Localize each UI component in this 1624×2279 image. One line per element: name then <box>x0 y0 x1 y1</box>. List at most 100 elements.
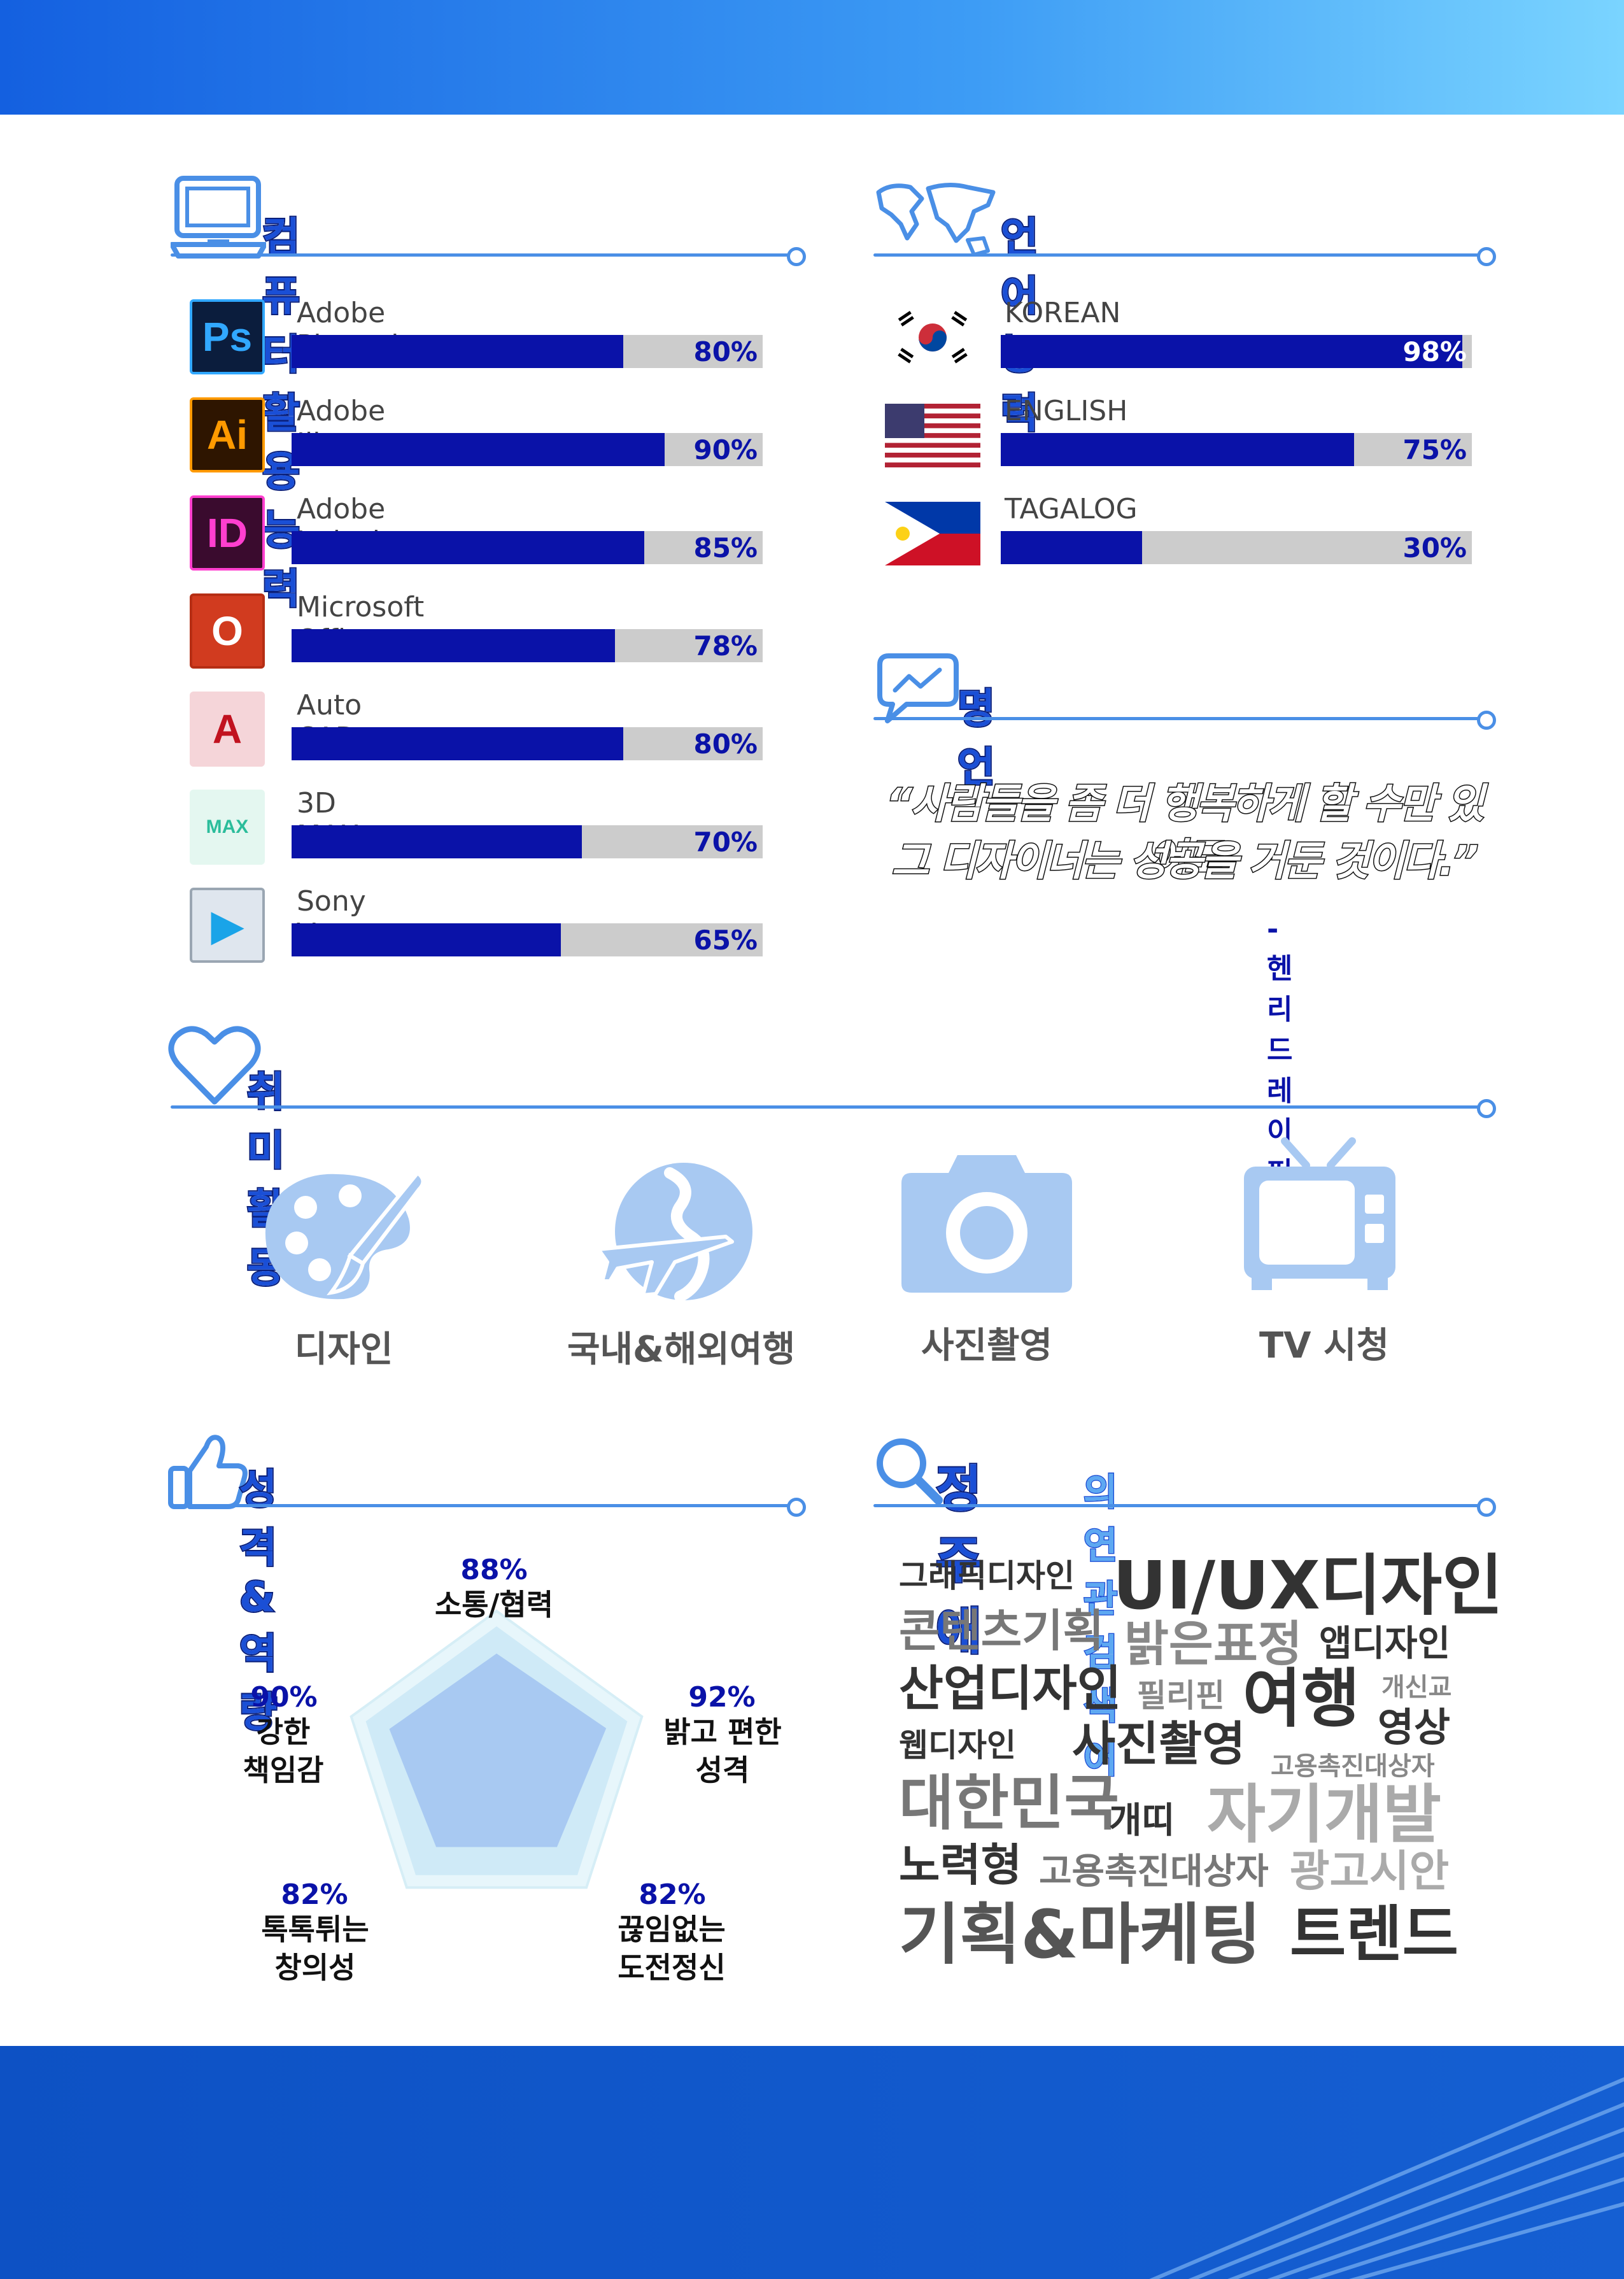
heart-icon <box>168 1026 261 1105</box>
section-divider <box>171 1105 1487 1109</box>
radar-pct-personality: 92% <box>688 1681 756 1714</box>
search-word: 고용촉진대상자 <box>1039 1851 1269 1892</box>
search-word: 트렌드 <box>1290 1899 1458 1970</box>
section-divider <box>171 1504 794 1507</box>
search-word: 여행 <box>1243 1661 1360 1736</box>
skill-bar: 78% <box>292 629 763 662</box>
search-word: 광고시안 <box>1290 1847 1450 1897</box>
radar-pct-challenge: 82% <box>639 1878 706 1911</box>
hobby-label-design: 디자인 <box>294 1329 393 1370</box>
radar-pct-responsibility: 90% <box>250 1681 318 1714</box>
hobby-label-tv: TV 시청 <box>1259 1325 1390 1367</box>
search-word: 웹디자인 <box>899 1727 1016 1764</box>
language-bar-fill <box>1001 531 1142 564</box>
language-name: KOREAN <box>1005 297 1121 329</box>
world-map-icon <box>876 183 996 257</box>
skill-bar: 65% <box>292 923 763 956</box>
section-divider <box>171 253 794 257</box>
philippines-flag-icon <box>885 502 980 568</box>
language-bar: 30% <box>1001 531 1472 564</box>
speech-bubble-chart-icon <box>877 653 959 723</box>
search-word: 고용촉진대상자 <box>1271 1752 1435 1781</box>
search-word: 앱디자인 <box>1319 1623 1451 1665</box>
language-name: TAGALOG <box>1005 493 1138 525</box>
quote-line-1: “사람들을 좀 더 행복하게 할 수만 있어도 <box>885 780 1485 884</box>
radar-value-polygon <box>389 1653 607 1847</box>
hobby-label-travel: 국내&해외여행 <box>567 1329 795 1370</box>
radar-pct-communication: 88% <box>460 1554 528 1586</box>
language-pct: 30% <box>1402 532 1467 564</box>
divider-end-dot <box>1477 711 1496 730</box>
quote-title: 명언 <box>956 685 996 793</box>
search-word: UI/UX디자인 <box>1113 1547 1503 1624</box>
palette-icon <box>265 1170 425 1300</box>
skill-pct: 85% <box>693 532 758 564</box>
laptop-icon <box>171 176 266 259</box>
divider-end-dot <box>1477 247 1496 266</box>
divider-end-dot <box>1477 1099 1496 1118</box>
skill-bar: 85% <box>292 531 763 564</box>
skill-pct: 70% <box>693 827 758 858</box>
personality-radar-chart <box>350 1609 644 1889</box>
bottom-banner <box>0 2046 1624 2279</box>
search-word: 자기개발 <box>1207 1777 1441 1852</box>
divider-end-dot <box>1477 1498 1496 1517</box>
skill-pct: 80% <box>693 336 758 367</box>
radar-label-creativity: 톡톡튀는 창의성 <box>261 1912 369 1985</box>
thumbs-up-icon <box>168 1435 248 1509</box>
skill-bar-fill <box>292 433 665 466</box>
search-word: 그래픽디자인 <box>899 1558 1075 1594</box>
skill-bar: 90% <box>292 433 763 466</box>
quote-line-2: 그 디자이너는 성공을 거둔 것이다.” <box>891 837 1479 886</box>
skill-bar-fill <box>292 727 623 760</box>
divider-end-dot <box>787 247 806 266</box>
usa-flag-icon <box>885 404 980 470</box>
skill-pct: 78% <box>693 630 758 662</box>
skill-bar-fill <box>292 335 623 368</box>
skill-bar-fill <box>292 923 561 956</box>
search-word: 개띠 <box>1109 1800 1175 1842</box>
office-icon: O <box>190 593 265 669</box>
language-bar-fill <box>1001 433 1354 466</box>
language-name: ENGLISH <box>1005 395 1128 427</box>
search-words-title-name: 정주애 <box>935 1459 983 1662</box>
section-divider <box>873 253 1487 257</box>
search-word: 밝은표정 <box>1124 1615 1303 1672</box>
language-bar: 98% <box>1001 335 1472 368</box>
skill-bar-fill <box>292 825 582 858</box>
radar-pct-creativity: 82% <box>281 1878 348 1911</box>
hobby-label-photography: 사진촬영 <box>921 1325 1053 1367</box>
magnifier-icon <box>877 1438 943 1505</box>
illustrator-icon: Ai <box>190 397 265 472</box>
section-divider <box>873 717 1487 720</box>
decorative-stripes <box>1149 2077 1624 2279</box>
skill-pct: 90% <box>693 434 758 465</box>
search-word: 필리핀 <box>1137 1677 1225 1714</box>
divider-end-dot <box>787 1498 806 1517</box>
language-pct: 75% <box>1402 434 1467 465</box>
sony-vegas-icon: ▶ <box>190 888 265 963</box>
skill-bar-fill <box>292 531 644 564</box>
search-word: 영상 <box>1378 1704 1451 1750</box>
globe-plane-icon <box>598 1163 752 1302</box>
skill-bar: 80% <box>292 335 763 368</box>
search-word: 개신교 <box>1381 1673 1452 1702</box>
search-word: 콘텐츠기획 <box>899 1605 1104 1657</box>
search-word: 사진촬영 <box>1072 1717 1246 1771</box>
3dsmax-icon: MAX <box>190 790 265 865</box>
skill-bar: 80% <box>292 727 763 760</box>
indesign-icon: ID <box>190 495 265 571</box>
search-word: 기획&마케팅 <box>899 1896 1262 1973</box>
search-word: 노력형 <box>899 1839 1022 1891</box>
search-word: 대한민국 <box>899 1769 1119 1838</box>
camera-icon <box>901 1155 1072 1293</box>
radar-label-communication: 소통/협력 <box>434 1587 554 1622</box>
section-divider <box>873 1504 1487 1507</box>
korea-flag-icon <box>885 306 980 372</box>
skill-pct: 80% <box>693 728 758 760</box>
search-word: 산업디자인 <box>899 1660 1122 1717</box>
language-bar: 75% <box>1001 433 1472 466</box>
skill-bar: 70% <box>292 825 763 858</box>
photoshop-icon: Ps <box>190 299 265 374</box>
autocad-icon: A <box>190 692 265 767</box>
